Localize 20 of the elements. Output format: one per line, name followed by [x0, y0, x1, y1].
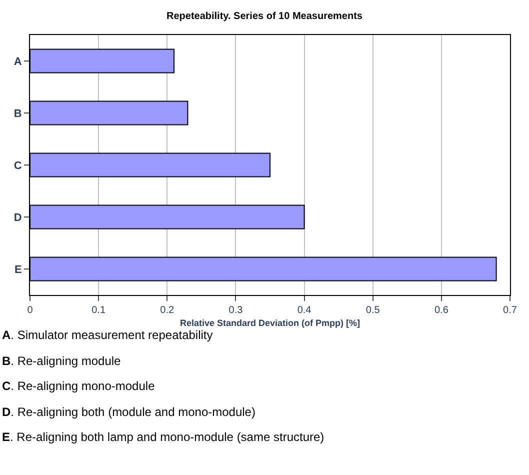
x-tick-label: 0.4: [297, 305, 312, 316]
text: C. Re-aligning mono-module: [2, 379, 156, 393]
text: D. Re-aligning both (module and mono-module): [2, 405, 256, 419]
y-tick-label: A: [14, 56, 22, 68]
x-tick-label: 0.7: [503, 305, 518, 316]
y-tick-label: C: [14, 160, 22, 172]
x-axis-title: Relative Standard Deviation (of Pmpp) [%]: [180, 318, 360, 328]
x-tick-label: 0.5: [366, 305, 380, 316]
text: E. Re-aligning both lamp and mono-module (same structure): [2, 430, 324, 444]
x-tick-label: 0: [27, 305, 34, 316]
x-tick-label: 0.3: [228, 305, 244, 316]
y-tick-label: D: [14, 212, 22, 224]
y-tick-label: B: [14, 108, 22, 120]
x-tick-label: 0.2: [160, 305, 175, 316]
text: A. Simulator measurement repeatability: [2, 328, 213, 342]
x-tick-label: 0.1: [92, 305, 106, 316]
x-tick-label: 0.6: [434, 305, 449, 316]
text: B. Re-aligning module: [2, 354, 122, 368]
y-tick-label: E: [14, 264, 22, 276]
chart-title: Repeteability. Series of 10 Measurements: [166, 11, 363, 22]
